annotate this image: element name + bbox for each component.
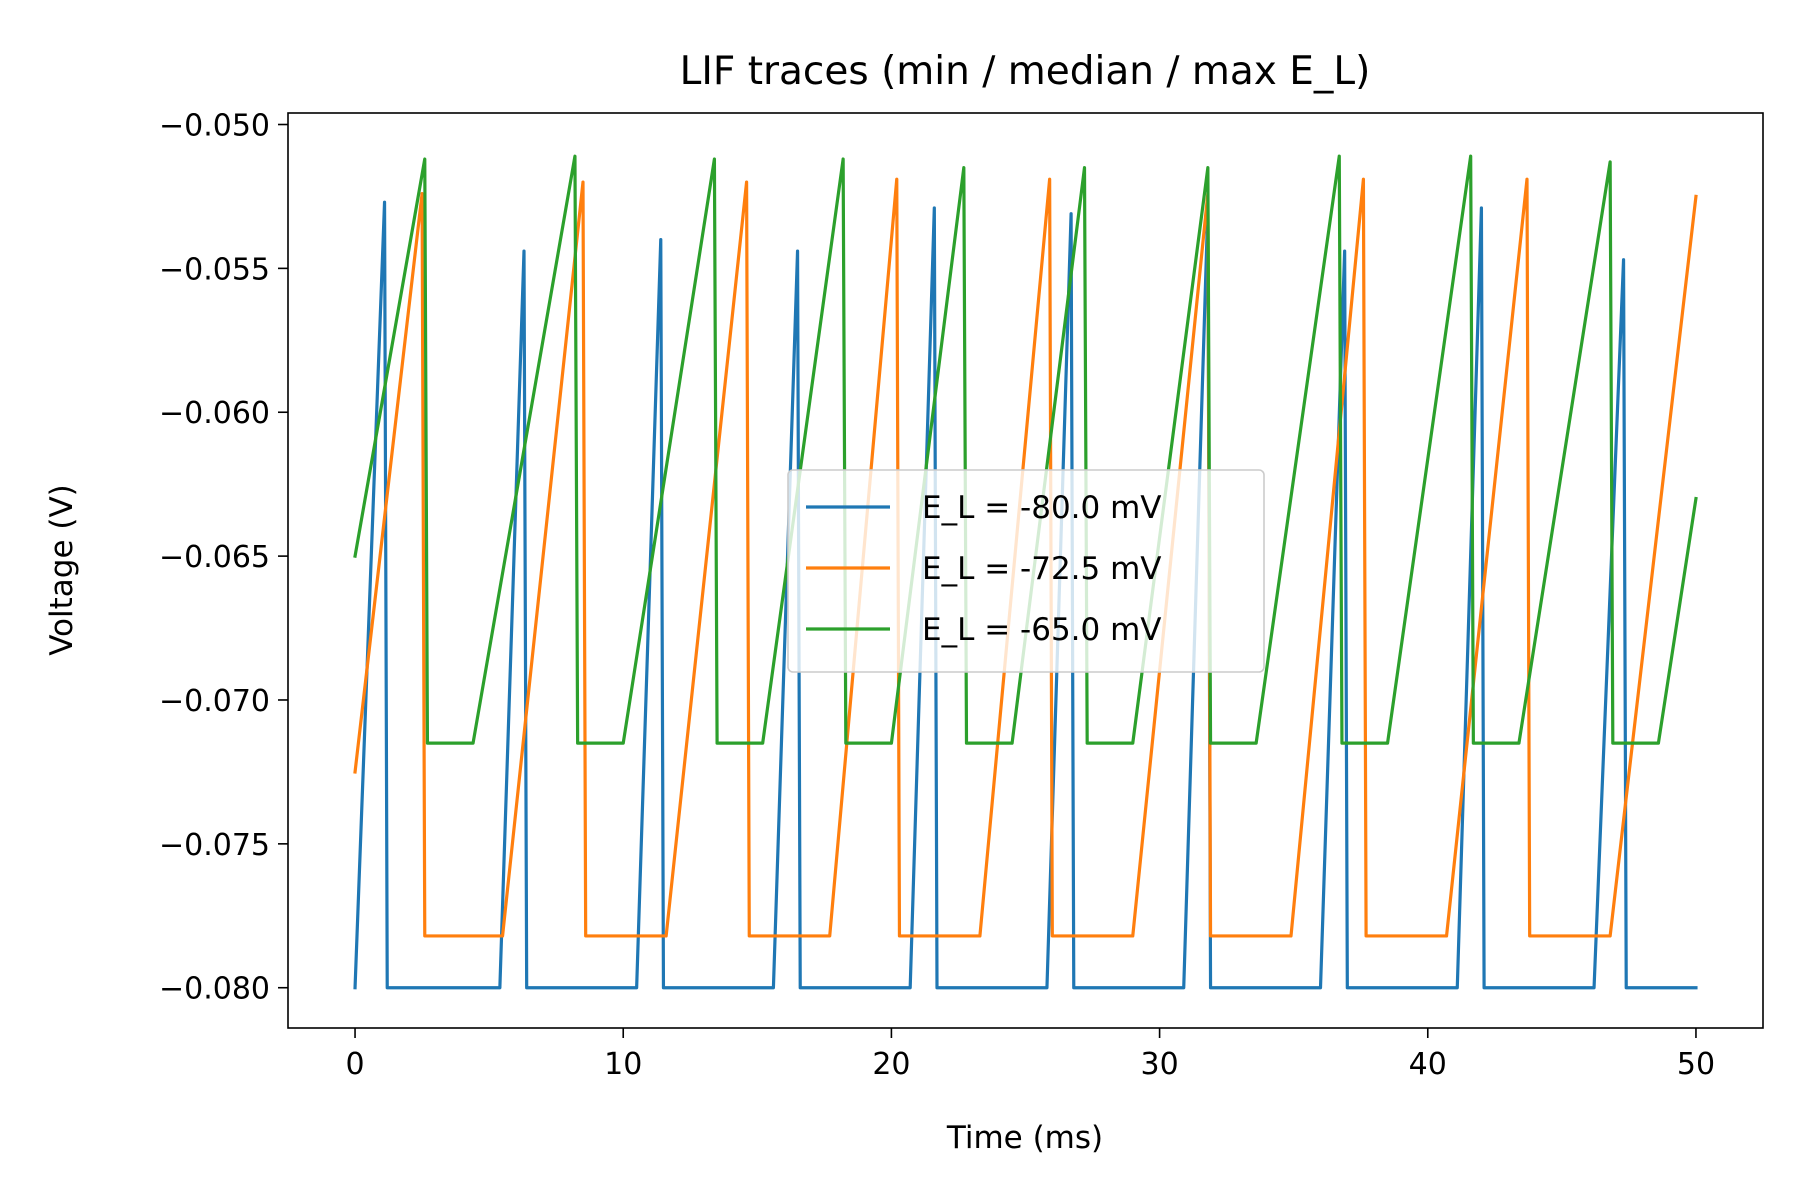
y-tick-label: −0.050 — [159, 109, 270, 144]
y-tick-label: −0.055 — [159, 252, 270, 287]
x-tick-label: 20 — [872, 1047, 910, 1082]
chart-title: LIF traces (min / median / max E_L) — [680, 49, 1371, 94]
series-line-3 — [353, 154, 1698, 745]
x-axis-label: Time (ms) — [946, 1120, 1103, 1156]
legend-label-1: E_L = -80.0 mV — [922, 490, 1162, 526]
legend: E_L = -80.0 mV E_L = -72.5 mV E_L = -65.0 … — [787, 469, 1265, 673]
legend-frame — [787, 469, 1265, 673]
y-tick-label: −0.070 — [159, 684, 270, 719]
plot-frame — [287, 112, 1764, 1029]
x-tick-label: 40 — [1409, 1047, 1447, 1082]
series-line-1 — [353, 200, 1698, 990]
x-tick-label: 0 — [345, 1047, 364, 1082]
y-axis-label: Voltage (V) — [44, 484, 80, 656]
x-tick-label: 30 — [1140, 1047, 1178, 1082]
axes: 0 10 20 30 40 50 −0.080 −0.075 −0.070 −0.065 −0.06… — [159, 109, 1715, 1082]
legend-label-2: E_L = -72.5 mV — [922, 551, 1162, 587]
x-tick-label: 10 — [604, 1047, 642, 1082]
y-tick-label: −0.080 — [159, 972, 270, 1007]
y-tick-label: −0.075 — [159, 828, 270, 863]
y-tick-label: −0.060 — [159, 396, 270, 431]
y-tick-label: −0.065 — [159, 540, 270, 575]
x-tick-label: 50 — [1677, 1047, 1715, 1082]
legend-label-3: E_L = -65.0 mV — [922, 612, 1162, 648]
